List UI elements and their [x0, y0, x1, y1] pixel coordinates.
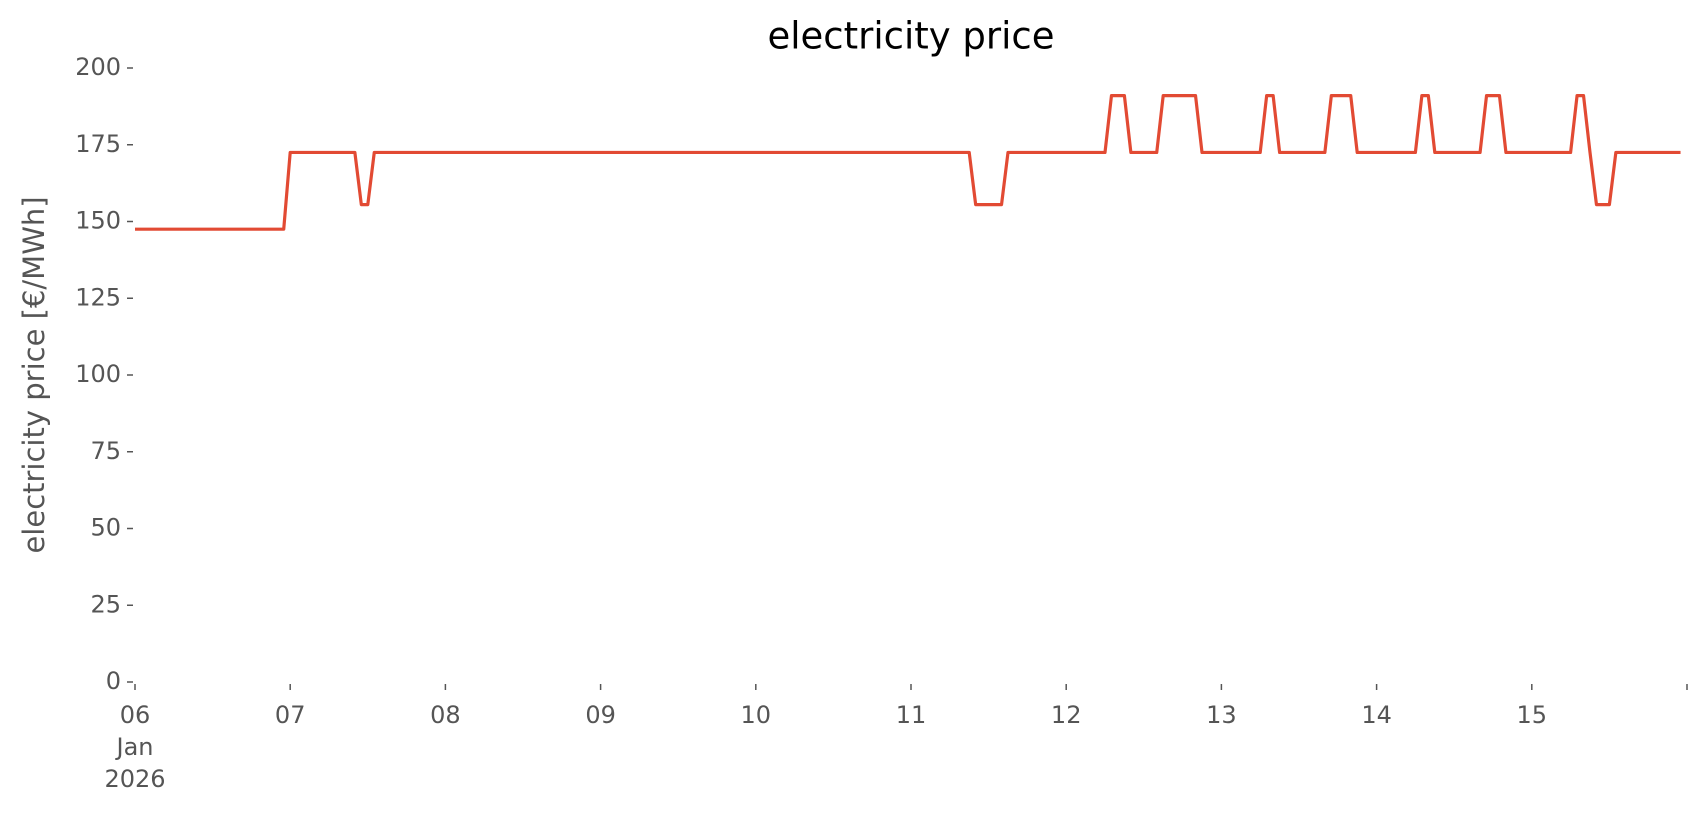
x-tick-label-line: 08 [430, 701, 461, 729]
y-tick-label: 125 [75, 283, 121, 311]
y-tick-label: 200 [75, 53, 121, 81]
y-tick-label: 25 [90, 590, 121, 618]
x-tick-label: 15 [1517, 701, 1548, 729]
y-axis-label: electricity price [€/MWh] [17, 196, 51, 553]
x-tick-label-line: 15 [1517, 701, 1548, 729]
y-tick-label: 100 [75, 360, 121, 388]
x-tick-label: 11 [896, 701, 927, 729]
x-tick-label: 12 [1051, 701, 1082, 729]
x-tick-label-line: 12 [1051, 701, 1082, 729]
y-tick-label: 50 [90, 514, 121, 542]
x-tick-label: 08 [430, 701, 461, 729]
x-tick-label-line: 11 [896, 701, 927, 729]
x-tick-label-line: 2026 [104, 765, 165, 793]
y-tick-label: 175 [75, 130, 121, 158]
x-tick-label: 07 [275, 701, 306, 729]
x-tick-label-line: 09 [585, 701, 616, 729]
price-line [135, 94, 1681, 231]
x-tick-label-line: 07 [275, 701, 306, 729]
x-tick-label: 14 [1361, 701, 1392, 729]
x-tick-label-line: 13 [1206, 701, 1237, 729]
y-tick-label: 0 [106, 667, 121, 695]
x-tick-label: 09 [585, 701, 616, 729]
y-tick-label: 75 [90, 437, 121, 465]
x-tick-label: 06 Jan 2026 [104, 701, 165, 793]
y-tick-label: 150 [75, 207, 121, 235]
x-tick-label-line: 14 [1361, 701, 1392, 729]
x-tick-label: 13 [1206, 701, 1237, 729]
chart-title: electricity price [767, 15, 1054, 58]
x-tick-label-line: 10 [741, 701, 772, 729]
x-tick-label: 10 [741, 701, 772, 729]
x-tick-label-line: 06 [120, 701, 151, 729]
x-tick-label-line: Jan [115, 733, 154, 761]
